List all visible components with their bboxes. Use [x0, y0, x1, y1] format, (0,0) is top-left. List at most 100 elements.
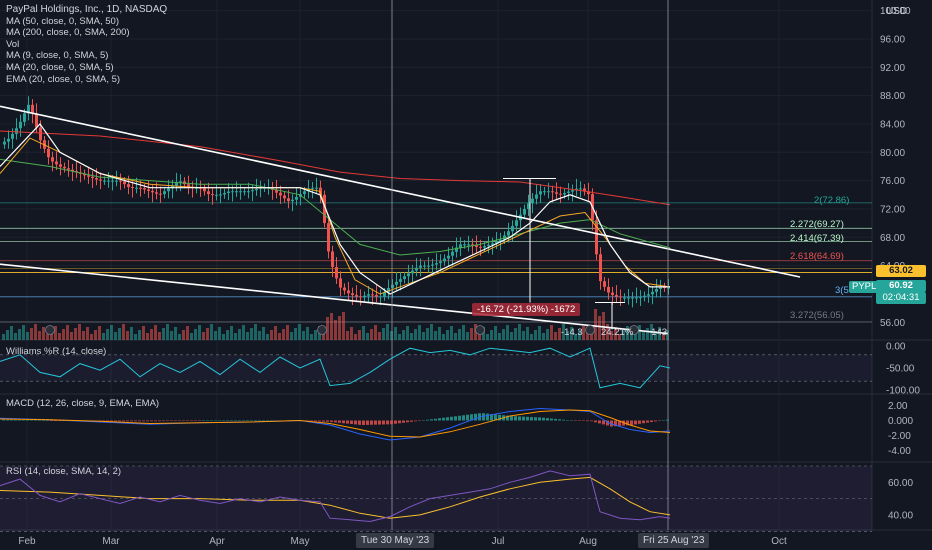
candle-body-29: [119, 180, 122, 182]
volume-bar-138: [554, 332, 557, 340]
macd-hist-bar-157: [630, 420, 633, 425]
volume-bar-103: [414, 329, 417, 340]
macd-hist-bar-46: [186, 420, 189, 421]
volume-bar-75: [302, 331, 305, 340]
macd-hist-bar-120: [482, 413, 485, 421]
volume-bar-28: [114, 332, 117, 340]
macd-hist-bar-118: [474, 413, 477, 421]
macd-hist-bar-127: [510, 416, 513, 421]
measure-label[interactable]: -16.72 (-21.93%) -1672: [472, 303, 581, 316]
volume-bar-45: [182, 330, 185, 340]
macd-hist-bar-79: [318, 420, 321, 422]
macd-hist-bar-96: [386, 420, 389, 425]
measure-label-4[interactable]: -143: [648, 327, 668, 338]
macd-hist-bar-104: [418, 420, 421, 421]
macd-hist-bar-3: [14, 419, 17, 421]
symbol-title[interactable]: PayPal Holdings, Inc., 1D, NASDAQ: [6, 4, 168, 15]
candle-body-41: [167, 188, 170, 192]
candle-body-50: [203, 188, 206, 192]
ma9-line: [0, 123, 670, 295]
volume-bar-77: [310, 334, 313, 340]
measure-label-2[interactable]: -14.3: [561, 327, 583, 338]
candle-body-46: [187, 184, 190, 187]
candle-body-91: [367, 294, 370, 296]
williams-pane-label[interactable]: Williams %R (14, close): [6, 346, 107, 357]
candle-body-104: [419, 265, 422, 268]
candle-body-56: [227, 191, 230, 194]
macd-hist-bar-51: [206, 420, 209, 421]
volume-bar-27: [110, 325, 113, 340]
macd-pane-label[interactable]: MACD (12, 26, close, 9, EMA, EMA): [6, 398, 160, 409]
candle-body-78: [315, 187, 318, 189]
candle-body-80: [323, 194, 326, 224]
candle-body-137: [551, 191, 554, 193]
legend-ma200[interactable]: MA (200, close, 0, SMA, 200): [6, 27, 130, 39]
macd-hist-bar-122: [490, 414, 493, 421]
volume-bar-161: [646, 328, 649, 340]
legend-vol[interactable]: Vol: [6, 38, 20, 50]
candle-body-54: [219, 194, 222, 196]
volume-bar-163: [654, 331, 657, 340]
legend-ma20[interactable]: MA (20, close, 0, SMA, 5): [6, 61, 114, 73]
candle-body-165: [663, 287, 666, 289]
legend-ma9[interactable]: MA (9, close, 0, SMA, 5): [6, 50, 109, 62]
williams-tick-1: -50.00: [886, 364, 915, 375]
volume-bar-60: [242, 325, 245, 340]
candle-body-142: [571, 190, 574, 192]
ma50-line: [0, 158, 671, 256]
candle-body-90: [363, 295, 366, 298]
time-tick-label-2: Apr: [209, 536, 225, 547]
volume-bar-39: [158, 332, 161, 340]
candle-body-159: [639, 297, 642, 299]
time-tick-label-5: Aug: [579, 536, 597, 547]
legend-ema20[interactable]: EMA (20, close, 0, SMA, 5): [6, 73, 121, 85]
volume-bar-140: [562, 324, 565, 340]
volume-bar-133: [534, 330, 537, 340]
volume-bar-96: [386, 324, 389, 340]
candle-body-98: [395, 281, 398, 285]
candle-body-36: [147, 189, 150, 191]
currency-label[interactable]: USD: [886, 6, 908, 17]
measure-label-3[interactable]: 24.21%: [601, 327, 634, 338]
volume-bar-23: [94, 330, 97, 340]
volume-bar-144: [578, 330, 581, 340]
candle-body-101: [407, 273, 410, 277]
legend-ma50[interactable]: MA (50, close, 0, SMA, 50): [6, 15, 119, 27]
volume-bar-55: [222, 334, 225, 340]
volume-bar-30: [122, 324, 125, 340]
macd-hist-bar-116: [466, 414, 469, 421]
volume-bar-135: [542, 333, 545, 340]
macd-hist-bar-158: [634, 420, 637, 425]
candle-body-130: [523, 208, 526, 215]
macd-hist-bar-117: [470, 414, 473, 421]
earnings-marker-0: [45, 325, 55, 335]
volume-bar-14: [58, 333, 61, 340]
volume-bar-48: [194, 329, 197, 340]
macd-hist-bar-55: [222, 420, 225, 421]
volume-bar-123: [494, 326, 497, 340]
candle-body-116: [467, 244, 470, 246]
volume-bar-104: [418, 325, 421, 340]
macd-hist-bar-42: [170, 420, 173, 421]
volume-bar-16: [66, 325, 69, 340]
candle-body-157: [631, 297, 634, 299]
candle-body-20: [83, 173, 86, 176]
candle-body-112: [451, 251, 454, 256]
macd-hist-bar-27: [110, 420, 113, 422]
candle-body-57: [231, 191, 234, 193]
macd-hist-bar-106: [426, 419, 429, 421]
macd-hist-bar-156: [626, 420, 629, 426]
macd-hist-bar-113: [454, 416, 457, 421]
candle-body-153: [615, 295, 618, 297]
candle-body-63: [255, 188, 258, 191]
volume-bar-119: [478, 331, 481, 340]
candle-body-75: [303, 191, 306, 195]
volume-bar-2: [10, 326, 13, 340]
rsi-tick-1: 40.00: [888, 510, 913, 521]
volume-bar-114: [458, 329, 461, 340]
rsi-pane-label[interactable]: RSI (14, close, SMA, 14, 2): [6, 466, 122, 477]
candle-body-166: [667, 287, 670, 289]
candle-body-25: [103, 180, 106, 182]
